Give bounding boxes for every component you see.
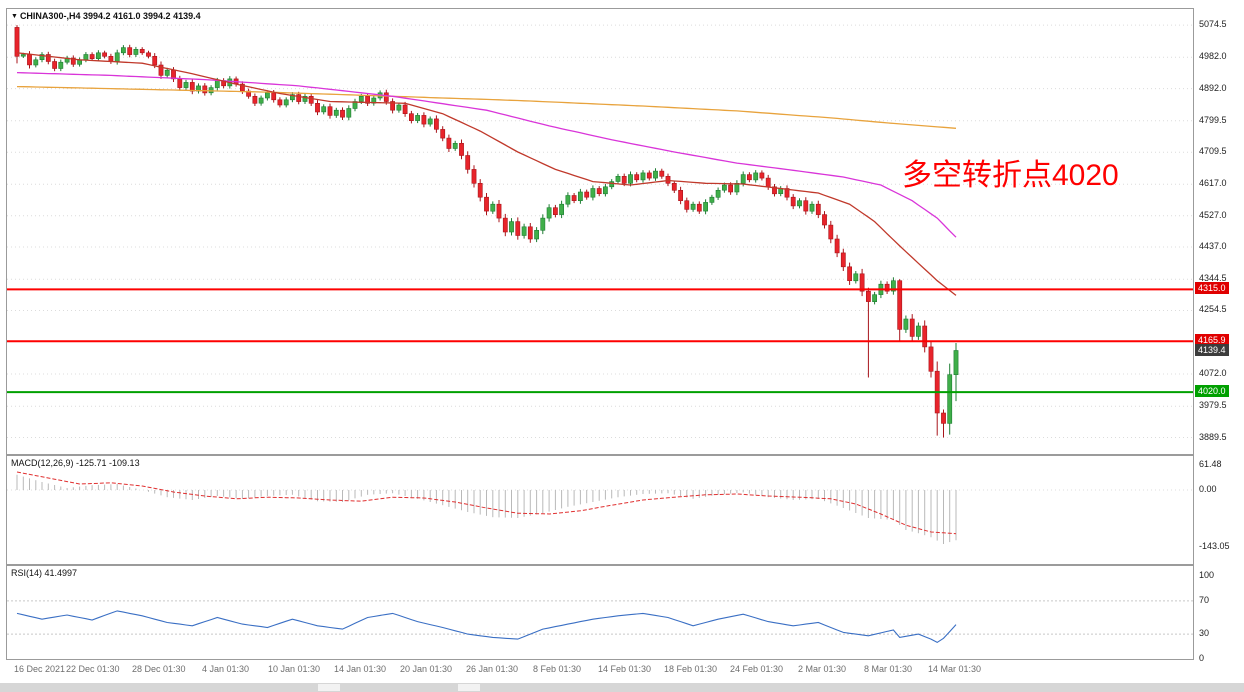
price-tick: 4892.0 [1199, 82, 1227, 93]
time-label: 26 Jan 01:30 [466, 664, 519, 674]
price-tick: 4437.0 [1199, 240, 1227, 251]
strip-segment[interactable] [458, 684, 480, 691]
rsi-tick: 30 [1199, 628, 1210, 639]
time-label: 20 Jan 01:30 [400, 664, 453, 674]
time-label: 28 Dec 01:30 [132, 664, 186, 674]
ma-slow-line [16, 85, 957, 129]
price-badge-4139.4: 4139.4 [1195, 343, 1229, 356]
strip-segment[interactable] [318, 684, 340, 691]
price-tick: 4254.5 [1199, 304, 1227, 315]
time-label: 8 Mar 01:30 [864, 664, 913, 674]
chart-marker-icon: ▼ [11, 13, 18, 20]
price-tick: 3979.5 [1199, 400, 1227, 411]
main-chart-panel[interactable]: ▼ CHINA300-,H4 3994.2 4161.0 3994.2 4139.… [6, 8, 1194, 455]
price-badge-4315.0: 4315.0 [1195, 282, 1229, 295]
time-label: 16 Dec 2021 [14, 664, 66, 674]
time-label: 14 Feb 01:30 [598, 664, 652, 674]
macd-tick: -143.05 [1199, 541, 1230, 552]
time-label: 2 Mar 01:30 [798, 664, 847, 674]
rsi-tick: 100 [1199, 570, 1215, 580]
time-label: 4 Jan 01:30 [202, 664, 250, 674]
symbol-ohlc-label: ▼ CHINA300-,H4 3994.2 4161.0 3994.2 4139.… [11, 11, 201, 21]
rsi-label: RSI(14) 41.4997 [11, 568, 78, 578]
macd-panel[interactable]: MACD(12,26,9) -125.71 -109.13 [6, 455, 1194, 565]
macd-canvas[interactable] [7, 456, 1193, 564]
price-tick: 4617.0 [1199, 178, 1227, 189]
symbol-label: CHINA300-,H4 [19, 11, 81, 21]
value-axis[interactable]: 5074.5 4982.0 4892.0 4799.5 4709.5 4617.0 4527… [1194, 0, 1244, 692]
time-label: 14 Mar 01:30 [928, 664, 982, 674]
price-badge-4020.0: 4020.0 [1195, 385, 1229, 398]
macd-tick: 61.48 [1199, 459, 1222, 470]
time-axis[interactable]: 16 Dec 2021 22 Dec 01:30 28 Dec 01:30 4 Jan… [6, 661, 1194, 682]
turning-point-annotation: 多空转折点4020 [902, 159, 1119, 192]
time-label: 8 Feb 01:30 [533, 664, 582, 674]
candles [14, 25, 959, 438]
price-tick: 5074.5 [1199, 19, 1227, 30]
macd-histogram [16, 474, 957, 544]
macd-signal-line [16, 471, 957, 535]
price-tick: 4799.5 [1199, 114, 1227, 125]
rsi-tick: 0 [1199, 653, 1205, 663]
bottom-strip [0, 683, 1244, 692]
price-tick: 3889.5 [1199, 431, 1227, 442]
rsi-canvas[interactable] [7, 566, 1193, 659]
price-tick: 4072.0 [1199, 368, 1227, 378]
rsi-line [16, 610, 957, 644]
time-label: 22 Dec 01:30 [66, 664, 120, 674]
macd-label: MACD(12,26,9) -125.71 -109.13 [11, 458, 140, 468]
price-chart-canvas[interactable] [7, 9, 1193, 454]
price-tick: 4982.0 [1199, 51, 1227, 62]
ohlc-values: 3994.2 4161.0 3994.2 4139.4 [82, 11, 201, 21]
ma-mid-line [16, 71, 957, 238]
rsi-tick: 70 [1199, 594, 1210, 605]
price-tick: 4344.5 [1199, 273, 1227, 284]
price-tick: 4527.0 [1199, 209, 1227, 220]
macd-tick: 0.00 [1199, 484, 1217, 494]
rsi-panel[interactable]: RSI(14) 41.4997 [6, 565, 1194, 660]
price-badge-4165.9: 4165.9 [1195, 334, 1229, 347]
ma-fast-line [16, 52, 957, 296]
time-label: 18 Feb 01:30 [664, 664, 718, 674]
price-tick: 4709.5 [1199, 146, 1227, 157]
time-label: 10 Jan 01:30 [268, 664, 321, 674]
time-label: 24 Feb 01:30 [730, 664, 784, 674]
time-label: 14 Jan 01:30 [334, 664, 387, 674]
